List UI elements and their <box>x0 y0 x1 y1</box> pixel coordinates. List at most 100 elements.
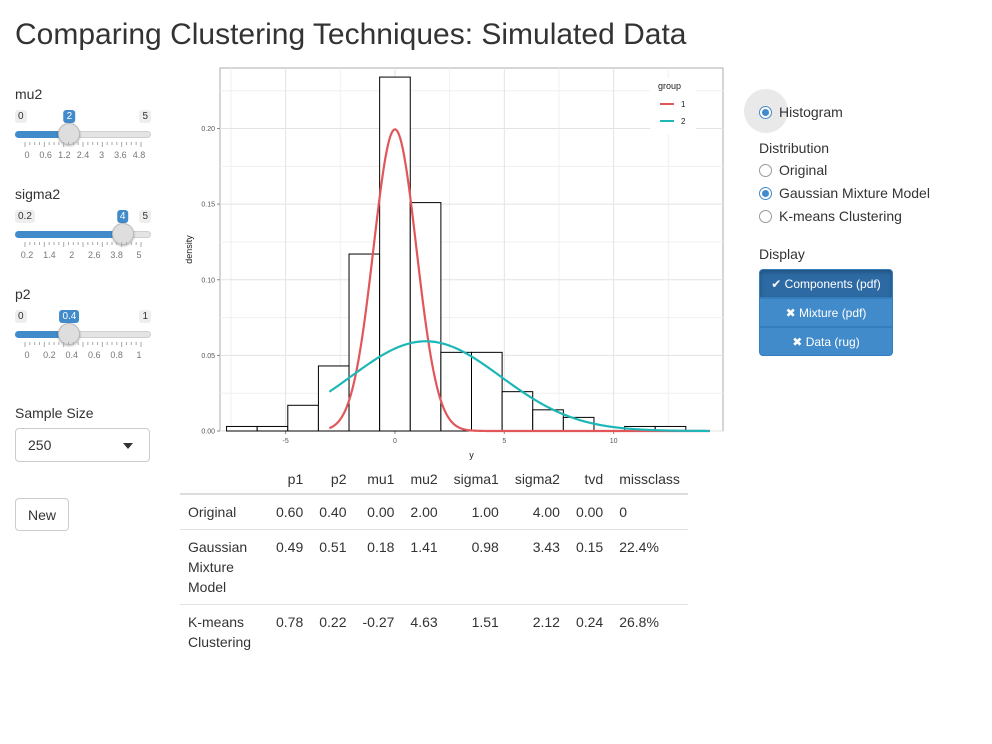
components-pdf-button[interactable]: ✔ Components (pdf) <box>759 269 893 298</box>
table-cell: 4.63 <box>402 604 446 659</box>
histogram-bar <box>287 404 319 432</box>
distribution-option-gmm[interactable]: Gaussian Mixture Model <box>759 185 930 201</box>
table-header-row: p1 p2 mu1 mu2 sigma1 sigma2 tvd missclas… <box>180 465 688 495</box>
mixture-pdf-label: Mixture (pdf) <box>799 305 867 320</box>
radio-gmm[interactable] <box>759 186 772 200</box>
new-button[interactable]: New <box>15 498 69 531</box>
x-tick-label: -5 <box>282 438 288 445</box>
table-cell: 0.24 <box>567 604 612 659</box>
histogram-label: Histogram <box>779 104 843 120</box>
slider-tick-label: 1 <box>136 350 141 360</box>
table-cell: 22.4% <box>611 529 688 605</box>
table-cell: 4.00 <box>506 493 568 530</box>
slider-handle[interactable] <box>58 123 81 145</box>
table-cell: 0.00 <box>567 493 612 530</box>
option-label-gmm: Gaussian Mixture Model <box>779 185 930 201</box>
radio-kmeans[interactable] <box>759 209 772 223</box>
y-tick-label: 0.15 <box>201 202 215 209</box>
distribution-label: Distribution <box>759 140 830 156</box>
slider-tick-label: 2 <box>69 250 74 260</box>
density-histogram-chart: -5 0 5 10 0.00 0.05 0.10 0.15 0.20 y density group1… <box>184 67 724 460</box>
y-tick-label: 0.00 <box>201 429 215 436</box>
table-cell: 0.98 <box>445 529 507 605</box>
slider-handle[interactable] <box>111 223 134 245</box>
slider-label: p2 <box>15 286 31 302</box>
slider-tick-label: 0.8 <box>110 350 123 360</box>
header-cell: tvd <box>567 465 612 495</box>
row-name: Gaussian Mixture Model <box>180 529 268 605</box>
slider-tick-label: 2.4 <box>77 150 90 160</box>
density-curve-2 <box>328 340 710 433</box>
slider-fill <box>15 231 123 238</box>
y-tick-label: 0.20 <box>201 126 215 133</box>
sample-size-value: 250 <box>28 437 52 453</box>
table-cell: 3.43 <box>506 529 568 605</box>
table-cell: -0.27 <box>354 604 403 659</box>
table-cell: 0.15 <box>567 529 612 605</box>
components-pdf-label: Components (pdf) <box>784 276 881 291</box>
slider-tick-label: 5 <box>136 250 141 260</box>
radio-original[interactable] <box>759 163 772 177</box>
slider-label: mu2 <box>15 86 43 102</box>
slider-tick-label: 1.4 <box>43 250 56 260</box>
sample-size-select[interactable]: 250 <box>15 428 150 462</box>
slider-tick-label: 3.8 <box>110 250 123 260</box>
row-name: K-means Clustering <box>180 604 268 659</box>
slider-label: sigma2 <box>15 186 61 202</box>
slider-fill <box>15 131 70 138</box>
distribution-option-kmeans[interactable]: K-means Clustering <box>759 208 902 224</box>
mixture-pdf-button[interactable]: ✖ Mixture (pdf) <box>759 298 893 327</box>
table-cell: 0.40 <box>311 493 355 530</box>
option-label-kmeans: K-means Clustering <box>779 208 902 224</box>
table-row: K-means Clustering 0.78 0.22 -0.27 4.63 1.51 2… <box>180 604 688 659</box>
legend-label-1: 1 <box>681 100 686 109</box>
slider-tick-label: 0.2 <box>43 350 56 360</box>
table-cell: 0.49 <box>268 529 312 605</box>
header-cell: missclass <box>611 465 688 495</box>
header-cell: mu2 <box>402 465 446 495</box>
slider-value: 4 <box>116 210 129 223</box>
histogram-radio[interactable] <box>759 105 772 119</box>
table-cell: 1.00 <box>445 493 507 530</box>
histogram-bar <box>317 365 350 432</box>
table-cell: 0.18 <box>354 529 403 605</box>
histogram-bar <box>501 391 534 432</box>
slider-tick-label: 0.4 <box>66 350 79 360</box>
table-cell: 2.12 <box>506 604 568 659</box>
slider-max: 1 <box>139 310 151 323</box>
table-cell: 2.00 <box>402 493 446 530</box>
slider-value: 2 <box>63 110 76 123</box>
slider-ticks: 0 0.6 1.2 2.4 3 3.6 4.8 <box>24 142 146 160</box>
x-axis-label: y <box>469 450 474 460</box>
check-icon: ✔ <box>771 276 782 291</box>
x-tick-label: 10 <box>610 438 618 445</box>
legend-title: group <box>658 81 681 91</box>
table-cell: 0.60 <box>268 493 312 530</box>
y-tick-label: 0.05 <box>201 353 215 360</box>
legend-box <box>650 78 696 134</box>
display-button-group: ✔ Components (pdf) ✖ Mixture (pdf) ✖ Dat… <box>759 269 893 356</box>
histogram-toggle[interactable]: Histogram <box>759 104 843 120</box>
slider-min: 0 <box>15 110 27 123</box>
slider-handle[interactable] <box>58 323 81 345</box>
slider-tick-label: 2.6 <box>88 250 101 260</box>
slider-tick-label: 0.2 <box>21 250 34 260</box>
slider-tick-label: 4.8 <box>133 150 146 160</box>
slider-tick-label: 3.6 <box>114 150 127 160</box>
slider-ticks: 0.2 1.4 2 2.6 3.8 5 <box>21 242 142 260</box>
header-cell: sigma2 <box>506 465 568 495</box>
slider-max: 5 <box>139 110 151 123</box>
header-cell: sigma1 <box>445 465 507 495</box>
data-rug-button[interactable]: ✖ Data (rug) <box>759 327 893 356</box>
slider-tick-label: 0.6 <box>39 150 52 160</box>
distribution-option-original[interactable]: Original <box>759 162 827 178</box>
legend-label-2: 2 <box>681 117 686 126</box>
header-cell: mu1 <box>354 465 403 495</box>
table-cell: 0.78 <box>268 604 312 659</box>
slider-ticks: 0 0.2 0.4 0.6 0.8 1 <box>24 342 142 360</box>
slider-tick-label: 1.2 <box>58 150 71 160</box>
results-table: p1 p2 mu1 mu2 sigma1 sigma2 tvd missclas… <box>180 465 688 659</box>
table-cell: 26.8% <box>611 604 688 659</box>
density-curve-1 <box>328 128 710 433</box>
x-icon: ✖ <box>792 334 803 349</box>
